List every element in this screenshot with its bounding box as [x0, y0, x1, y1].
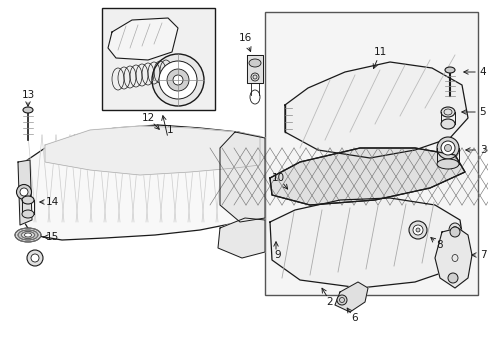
Ellipse shape [20, 188, 28, 196]
Ellipse shape [21, 231, 35, 239]
Text: 3: 3 [479, 145, 486, 155]
Text: 10: 10 [271, 173, 284, 183]
Ellipse shape [415, 228, 419, 232]
Ellipse shape [440, 119, 454, 129]
Text: 6: 6 [351, 313, 358, 323]
Text: 2: 2 [326, 297, 333, 307]
Ellipse shape [436, 159, 458, 169]
Polygon shape [285, 62, 467, 158]
Text: 11: 11 [373, 47, 386, 57]
Text: 14: 14 [45, 197, 59, 207]
Ellipse shape [31, 254, 39, 262]
Polygon shape [269, 148, 464, 205]
Ellipse shape [248, 59, 261, 67]
Polygon shape [218, 218, 264, 258]
Text: 12: 12 [141, 113, 154, 123]
Ellipse shape [167, 69, 189, 91]
Bar [102, 8, 215, 110]
Ellipse shape [18, 230, 38, 240]
Ellipse shape [447, 273, 457, 283]
Ellipse shape [436, 137, 458, 159]
Text: 15: 15 [45, 232, 59, 242]
Ellipse shape [440, 141, 454, 155]
Ellipse shape [23, 107, 33, 113]
Polygon shape [45, 126, 260, 175]
Polygon shape [434, 228, 471, 288]
Polygon shape [20, 125, 264, 240]
Ellipse shape [449, 227, 459, 237]
Text: 8: 8 [436, 240, 443, 250]
Polygon shape [246, 55, 263, 83]
Ellipse shape [336, 295, 346, 305]
Ellipse shape [412, 225, 422, 235]
Polygon shape [334, 282, 367, 312]
Text: 9: 9 [274, 250, 281, 260]
Ellipse shape [152, 54, 203, 106]
Ellipse shape [408, 221, 426, 239]
Ellipse shape [15, 228, 41, 242]
Ellipse shape [24, 233, 31, 237]
Ellipse shape [22, 210, 34, 218]
Ellipse shape [17, 185, 31, 199]
Polygon shape [269, 198, 464, 288]
Polygon shape [18, 160, 32, 225]
Polygon shape [220, 132, 264, 222]
Ellipse shape [27, 250, 43, 266]
Ellipse shape [444, 144, 450, 152]
Ellipse shape [159, 61, 197, 99]
Text: 16: 16 [238, 33, 251, 43]
Text: 7: 7 [479, 250, 486, 260]
Ellipse shape [448, 223, 460, 237]
Ellipse shape [22, 196, 34, 204]
Text: 13: 13 [21, 90, 35, 100]
Polygon shape [108, 18, 178, 60]
Ellipse shape [448, 251, 460, 265]
Text: 1: 1 [166, 125, 173, 135]
Text: 4: 4 [479, 67, 486, 77]
Ellipse shape [440, 107, 454, 117]
Ellipse shape [444, 67, 454, 73]
Ellipse shape [173, 75, 183, 85]
Bar [264, 12, 477, 295]
Text: 5: 5 [479, 107, 486, 117]
